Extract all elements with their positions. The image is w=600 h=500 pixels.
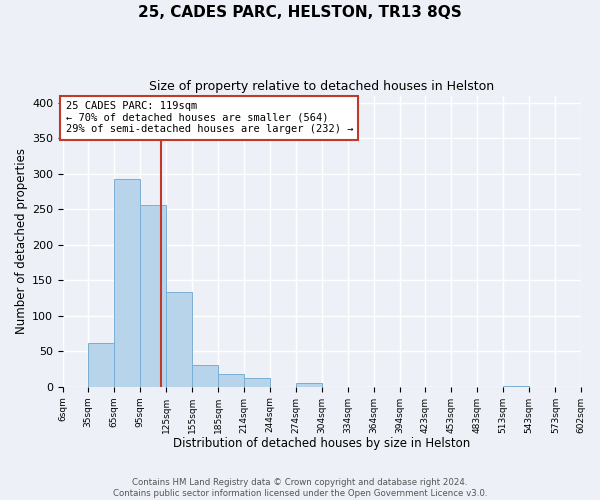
Text: 25 CADES PARC: 119sqm
← 70% of detached houses are smaller (564)
29% of semi-det: 25 CADES PARC: 119sqm ← 70% of detached … [65, 101, 353, 134]
Y-axis label: Number of detached properties: Number of detached properties [15, 148, 28, 334]
Bar [296, 383, 322, 386]
Bar [166, 292, 193, 386]
Title: Size of property relative to detached houses in Helston: Size of property relative to detached ho… [149, 80, 494, 93]
Text: 25, CADES PARC, HELSTON, TR13 8QS: 25, CADES PARC, HELSTON, TR13 8QS [138, 5, 462, 20]
Bar [114, 178, 140, 386]
X-axis label: Distribution of detached houses by size in Helston: Distribution of detached houses by size … [173, 437, 470, 450]
Bar [88, 342, 114, 386]
Text: Contains HM Land Registry data © Crown copyright and database right 2024.
Contai: Contains HM Land Registry data © Crown c… [113, 478, 487, 498]
Bar [140, 205, 166, 386]
Bar [193, 366, 218, 386]
Bar [218, 374, 244, 386]
Bar [244, 378, 269, 386]
